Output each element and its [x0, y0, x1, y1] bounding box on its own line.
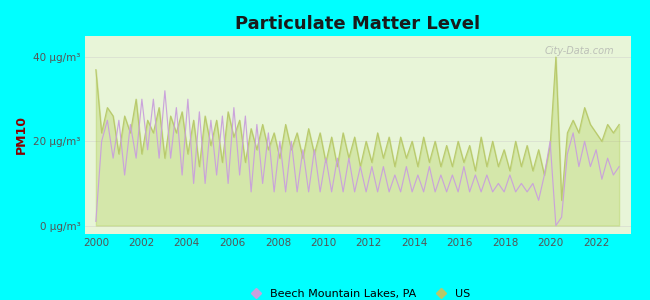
Y-axis label: PM10: PM10 [14, 116, 27, 154]
Text: City-Data.com: City-Data.com [545, 46, 614, 56]
Legend: Beech Mountain Lakes, PA, US: Beech Mountain Lakes, PA, US [240, 285, 475, 300]
Title: Particulate Matter Level: Particulate Matter Level [235, 15, 480, 33]
